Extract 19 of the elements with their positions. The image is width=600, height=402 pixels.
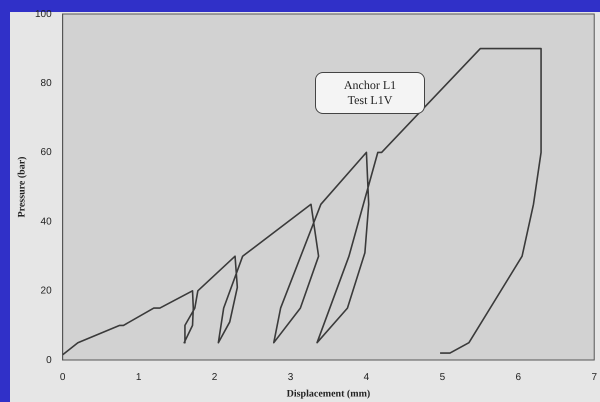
x-tick-label: 2 — [212, 372, 218, 383]
x-axis-title: Displacement (mm) — [286, 388, 370, 400]
y-tick-label: 80 — [40, 78, 52, 89]
y-tick-label: 100 — [34, 8, 52, 20]
y-tick-label: 60 — [40, 147, 52, 158]
y-axis-title: Pressure (bar) — [16, 156, 28, 218]
y-tick-label: 20 — [40, 286, 52, 297]
x-tick-label: 3 — [288, 372, 294, 383]
annotation: Test L1V — [346, 93, 394, 108]
x-tick-label: 1 — [136, 372, 142, 383]
y-tick-label: 0 — [46, 354, 52, 366]
x-tick-label: 7 — [591, 372, 598, 383]
y-tick-label: 40 — [40, 216, 52, 228]
x-tick-label: 6 — [516, 372, 522, 383]
x-tick-label: 4 — [364, 372, 370, 383]
annotation: Anchor L1 — [342, 78, 398, 93]
x-tick-label: 5 — [440, 372, 446, 383]
x-tick-label: 0 — [60, 372, 66, 383]
note-box: Anchor L1 Test L1V — [315, 72, 425, 114]
